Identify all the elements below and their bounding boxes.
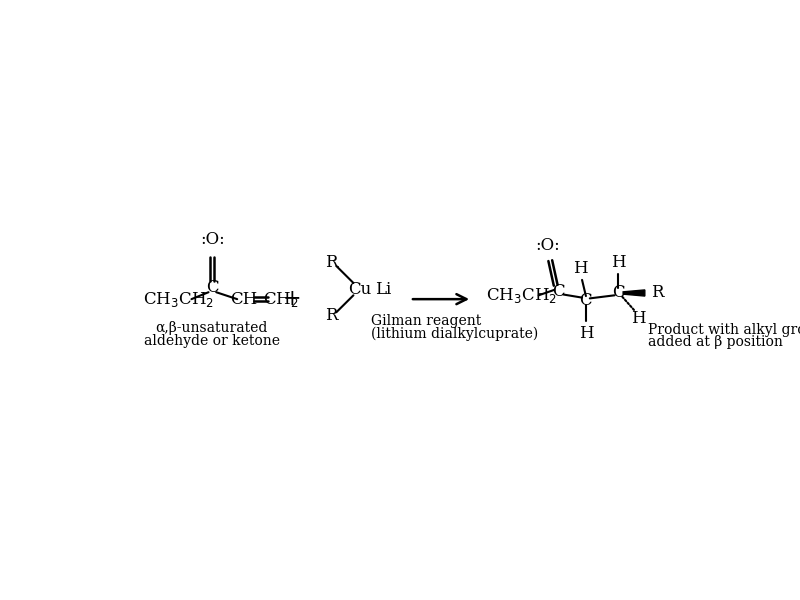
Text: aldehyde or ketone: aldehyde or ketone: [144, 334, 280, 348]
Text: α,β-unsaturated: α,β-unsaturated: [155, 322, 268, 335]
Text: CH$_2$: CH$_2$: [262, 290, 298, 308]
Text: C: C: [580, 292, 592, 309]
Text: added at β position: added at β position: [648, 335, 783, 349]
Text: CH$_3$CH$_2$: CH$_3$CH$_2$: [486, 286, 557, 305]
Text: :O:: :O:: [200, 232, 225, 248]
Text: R: R: [326, 254, 338, 271]
Text: H: H: [611, 254, 626, 271]
Text: H: H: [578, 325, 594, 341]
Text: R: R: [326, 307, 338, 324]
Text: H: H: [573, 260, 588, 277]
Text: H: H: [631, 310, 646, 327]
Text: R: R: [651, 284, 663, 301]
Text: Cu: Cu: [348, 281, 371, 298]
Text: C: C: [553, 283, 565, 300]
Text: (lithium dialkylcuprate): (lithium dialkylcuprate): [371, 326, 538, 341]
Polygon shape: [623, 290, 645, 296]
Text: CH$_3$CH$_2$: CH$_3$CH$_2$: [142, 290, 214, 308]
Text: +: +: [283, 288, 302, 310]
Text: CH: CH: [230, 290, 257, 308]
Text: Gilman reagent: Gilman reagent: [371, 314, 482, 328]
Text: :O:: :O:: [534, 237, 559, 254]
Text: C: C: [612, 284, 625, 301]
Text: C: C: [206, 279, 218, 296]
Text: Product with alkyl group: Product with alkyl group: [648, 323, 800, 337]
Text: Li: Li: [374, 281, 391, 298]
